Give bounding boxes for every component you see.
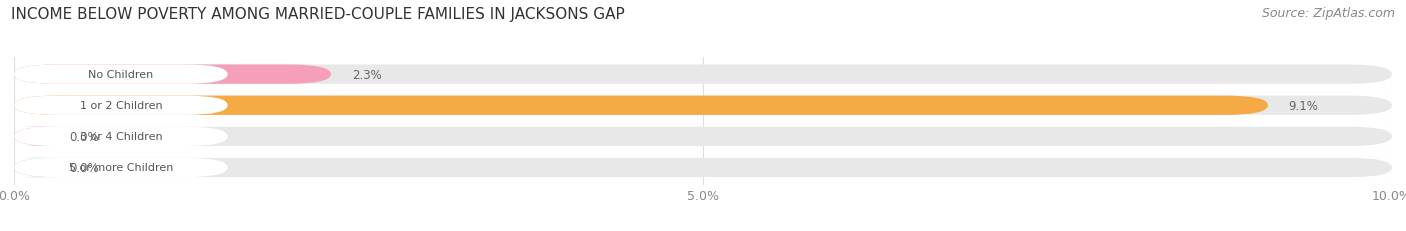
FancyBboxPatch shape [14, 65, 228, 84]
Text: INCOME BELOW POVERTY AMONG MARRIED-COUPLE FAMILIES IN JACKSONS GAP: INCOME BELOW POVERTY AMONG MARRIED-COUPL… [11, 7, 626, 22]
Text: 5 or more Children: 5 or more Children [69, 163, 173, 173]
Text: 9.1%: 9.1% [1289, 99, 1319, 112]
FancyBboxPatch shape [14, 127, 1392, 146]
Text: Source: ZipAtlas.com: Source: ZipAtlas.com [1261, 7, 1395, 20]
FancyBboxPatch shape [14, 158, 1392, 177]
FancyBboxPatch shape [14, 96, 1392, 116]
Text: 0.0%: 0.0% [69, 130, 98, 143]
Text: No Children: No Children [89, 70, 153, 80]
Text: 1 or 2 Children: 1 or 2 Children [80, 101, 162, 111]
FancyBboxPatch shape [14, 65, 330, 84]
FancyBboxPatch shape [14, 158, 62, 177]
FancyBboxPatch shape [14, 96, 228, 116]
FancyBboxPatch shape [14, 127, 62, 146]
Text: 3 or 4 Children: 3 or 4 Children [80, 132, 162, 142]
Text: 0.0%: 0.0% [69, 161, 98, 174]
Text: 2.3%: 2.3% [352, 68, 381, 81]
FancyBboxPatch shape [14, 158, 228, 177]
FancyBboxPatch shape [14, 127, 228, 146]
FancyBboxPatch shape [14, 96, 1268, 116]
FancyBboxPatch shape [14, 65, 1392, 84]
